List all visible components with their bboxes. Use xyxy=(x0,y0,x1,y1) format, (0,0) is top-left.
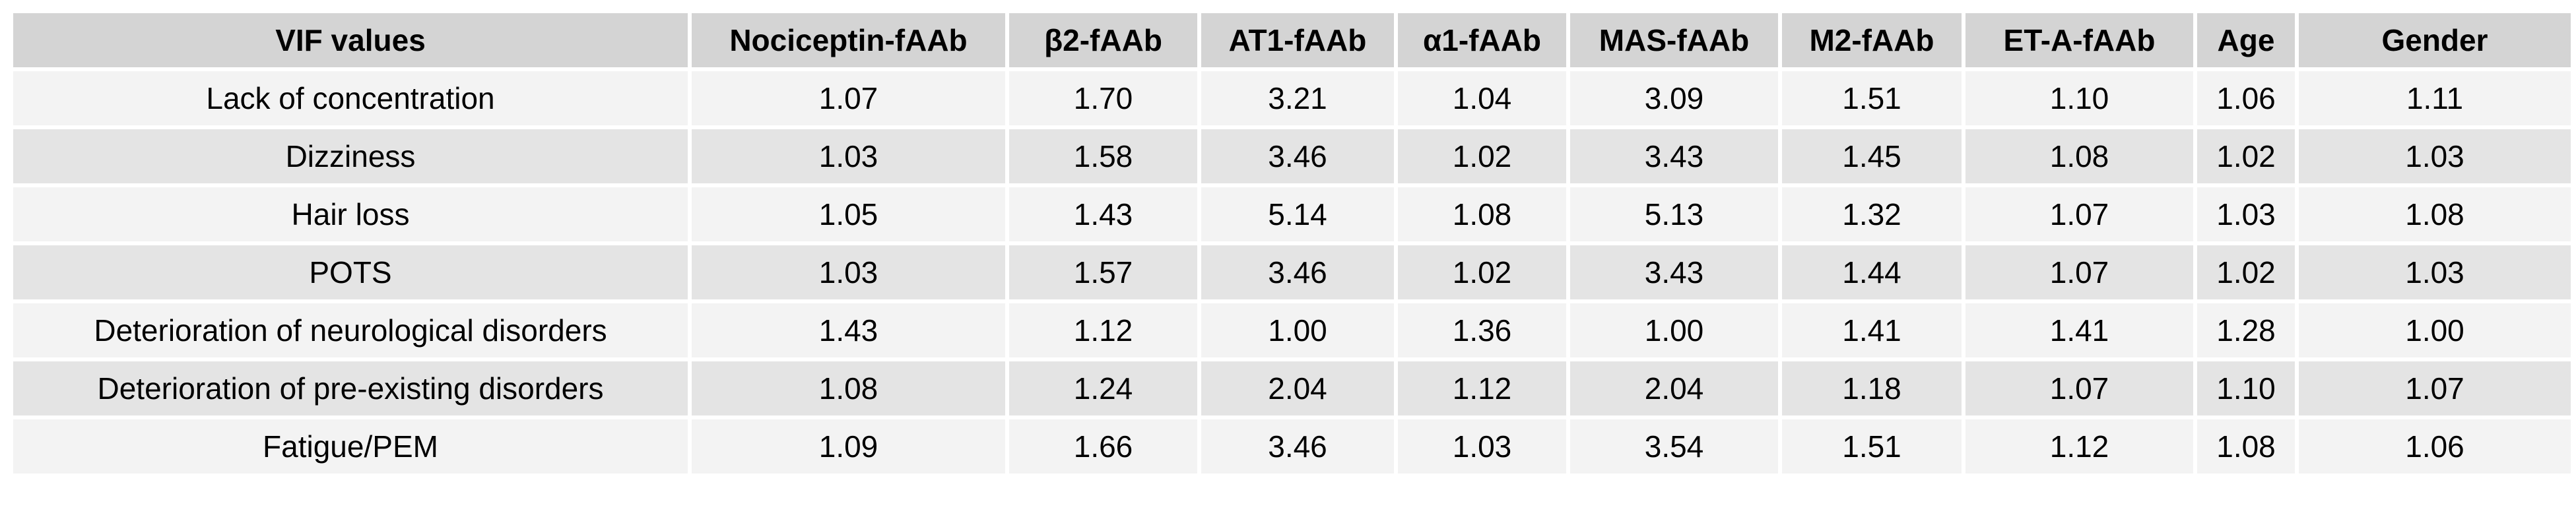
table-header: VIF values Nociceptin-fAAb β2-fAAb AT1-fAAb… xyxy=(13,13,2571,67)
column-header: VIF values xyxy=(13,13,688,67)
row-label-cell: Deterioration of pre-existing disorders xyxy=(13,361,688,415)
value-cell: 1.12 xyxy=(1965,419,2193,474)
row-label-cell: Dizziness xyxy=(13,129,688,183)
column-header: Nociceptin-fAAb xyxy=(692,13,1005,67)
table-row: Deterioration of pre-existing disorders 1… xyxy=(13,361,2571,415)
value-cell: 1.03 xyxy=(2299,245,2571,299)
header-row: VIF values Nociceptin-fAAb β2-fAAb AT1-fAAb… xyxy=(13,13,2571,67)
value-cell: 1.05 xyxy=(692,187,1005,241)
table-row: Hair loss 1.05 1.43 5.14 1.08 5.13 1.32 1.07 1.0… xyxy=(13,187,2571,241)
value-cell: 1.12 xyxy=(1009,303,1197,357)
value-cell: 1.08 xyxy=(1965,129,2193,183)
column-header: Age xyxy=(2197,13,2295,67)
value-cell: 1.70 xyxy=(1009,71,1197,125)
value-cell: 1.51 xyxy=(1782,419,1962,474)
value-cell: 1.51 xyxy=(1782,71,1962,125)
value-cell: 1.00 xyxy=(2299,303,2571,357)
column-header: M2-fAAb xyxy=(1782,13,1962,67)
value-cell: 1.00 xyxy=(1201,303,1394,357)
value-cell: 1.08 xyxy=(692,361,1005,415)
row-label-cell: Lack of concentration xyxy=(13,71,688,125)
value-cell: 3.43 xyxy=(1570,245,1778,299)
value-cell: 1.08 xyxy=(1398,187,1566,241)
value-cell: 1.03 xyxy=(692,129,1005,183)
value-cell: 1.07 xyxy=(1965,361,2193,415)
value-cell: 1.03 xyxy=(692,245,1005,299)
vif-table-container: VIF values Nociceptin-fAAb β2-fAAb AT1-fAAb… xyxy=(9,9,2571,477)
value-cell: 1.41 xyxy=(1965,303,2193,357)
value-cell: 3.21 xyxy=(1201,71,1394,125)
value-cell: 1.08 xyxy=(2197,419,2295,474)
vif-table: VIF values Nociceptin-fAAb β2-fAAb AT1-fAAb… xyxy=(9,9,2575,477)
value-cell: 1.02 xyxy=(2197,129,2295,183)
value-cell: 1.43 xyxy=(692,303,1005,357)
value-cell: 1.24 xyxy=(1009,361,1197,415)
value-cell: 1.66 xyxy=(1009,419,1197,474)
value-cell: 1.03 xyxy=(1398,419,1566,474)
row-label-cell: POTS xyxy=(13,245,688,299)
value-cell: 1.36 xyxy=(1398,303,1566,357)
value-cell: 1.00 xyxy=(1570,303,1778,357)
value-cell: 1.45 xyxy=(1782,129,1962,183)
value-cell: 1.02 xyxy=(1398,129,1566,183)
value-cell: 1.57 xyxy=(1009,245,1197,299)
value-cell: 3.43 xyxy=(1570,129,1778,183)
value-cell: 1.32 xyxy=(1782,187,1962,241)
value-cell: 1.06 xyxy=(2299,419,2571,474)
value-cell: 3.54 xyxy=(1570,419,1778,474)
value-cell: 1.07 xyxy=(1965,245,2193,299)
column-header: β2-fAAb xyxy=(1009,13,1197,67)
value-cell: 1.10 xyxy=(2197,361,2295,415)
value-cell: 1.07 xyxy=(692,71,1005,125)
value-cell: 1.04 xyxy=(1398,71,1566,125)
value-cell: 1.11 xyxy=(2299,71,2571,125)
value-cell: 1.07 xyxy=(2299,361,2571,415)
value-cell: 3.46 xyxy=(1201,245,1394,299)
column-header: ET-A-fAAb xyxy=(1965,13,2193,67)
value-cell: 1.44 xyxy=(1782,245,1962,299)
value-cell: 3.46 xyxy=(1201,129,1394,183)
value-cell: 3.09 xyxy=(1570,71,1778,125)
value-cell: 1.08 xyxy=(2299,187,2571,241)
table-body: Lack of concentration 1.07 1.70 3.21 1.04 3.0… xyxy=(13,71,2571,474)
table-row: Lack of concentration 1.07 1.70 3.21 1.04 3.0… xyxy=(13,71,2571,125)
column-header: AT1-fAAb xyxy=(1201,13,1394,67)
row-label-cell: Hair loss xyxy=(13,187,688,241)
value-cell: 3.46 xyxy=(1201,419,1394,474)
table-row: Fatigue/PEM 1.09 1.66 3.46 1.03 3.54 1.51 1.12 1… xyxy=(13,419,2571,474)
value-cell: 1.28 xyxy=(2197,303,2295,357)
column-header: Gender xyxy=(2299,13,2571,67)
value-cell: 1.03 xyxy=(2197,187,2295,241)
value-cell: 1.58 xyxy=(1009,129,1197,183)
table-row: Deterioration of neurological disorders 1… xyxy=(13,303,2571,357)
value-cell: 2.04 xyxy=(1570,361,1778,415)
row-label-cell: Deterioration of neurological disorders xyxy=(13,303,688,357)
value-cell: 1.02 xyxy=(2197,245,2295,299)
value-cell: 5.13 xyxy=(1570,187,1778,241)
value-cell: 1.09 xyxy=(692,419,1005,474)
column-header: α1-fAAb xyxy=(1398,13,1566,67)
value-cell: 5.14 xyxy=(1201,187,1394,241)
value-cell: 1.06 xyxy=(2197,71,2295,125)
value-cell: 1.03 xyxy=(2299,129,2571,183)
value-cell: 1.02 xyxy=(1398,245,1566,299)
value-cell: 1.43 xyxy=(1009,187,1197,241)
column-header: MAS-fAAb xyxy=(1570,13,1778,67)
value-cell: 1.41 xyxy=(1782,303,1962,357)
table-row: POTS 1.03 1.57 3.46 1.02 3.43 1.44 1.07 1.02 1.03 xyxy=(13,245,2571,299)
value-cell: 1.10 xyxy=(1965,71,2193,125)
row-label-cell: Fatigue/PEM xyxy=(13,419,688,474)
value-cell: 1.12 xyxy=(1398,361,1566,415)
table-row: Dizziness 1.03 1.58 3.46 1.02 3.43 1.45 1.08 1.0… xyxy=(13,129,2571,183)
value-cell: 1.07 xyxy=(1965,187,2193,241)
value-cell: 1.18 xyxy=(1782,361,1962,415)
value-cell: 2.04 xyxy=(1201,361,1394,415)
